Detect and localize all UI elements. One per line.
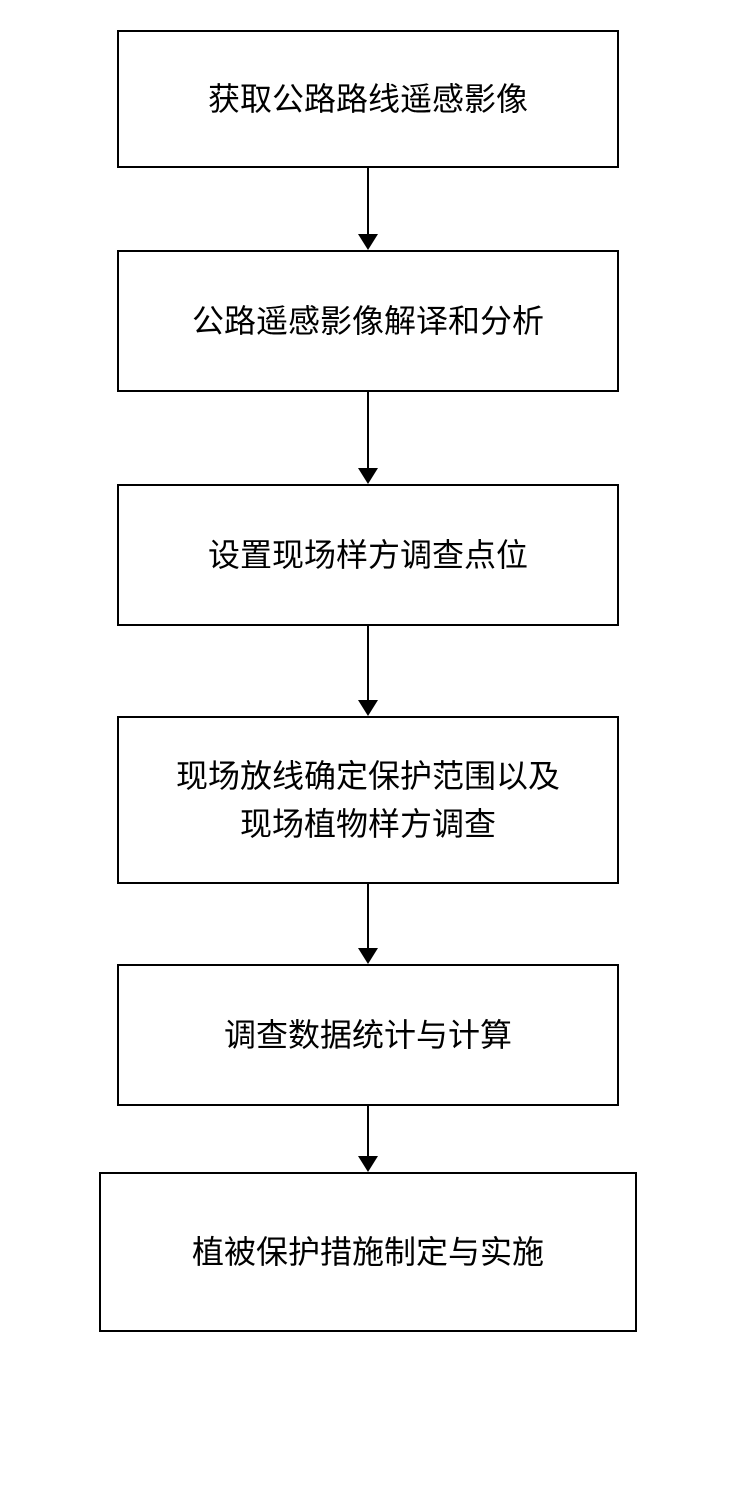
- node-label: 调查数据统计与计算: [224, 1011, 512, 1059]
- flowchart-arrow: [358, 1106, 378, 1172]
- arrow-down-icon: [358, 948, 378, 964]
- node-label: 获取公路路线遥感影像: [208, 75, 528, 123]
- flowchart-node-step5: 调查数据统计与计算: [117, 964, 619, 1106]
- flowchart-node-step3: 设置现场样方调查点位: [117, 484, 619, 626]
- node-label: 植被保护措施制定与实施: [192, 1228, 544, 1276]
- arrow-down-icon: [358, 700, 378, 716]
- flowchart-node-step6: 植被保护措施制定与实施: [99, 1172, 637, 1332]
- flowchart-node-step4: 现场放线确定保护范围以及 现场植物样方调查: [117, 716, 619, 884]
- arrow-down-icon: [358, 468, 378, 484]
- arrow-line: [367, 1106, 369, 1156]
- arrow-line: [367, 626, 369, 700]
- flowchart-arrow: [358, 392, 378, 484]
- arrow-line: [367, 168, 369, 234]
- node-label: 设置现场样方调查点位: [208, 531, 528, 579]
- flowchart-container: 获取公路路线遥感影像 公路遥感影像解译和分析 设置现场样方调查点位 现场放线确定…: [0, 0, 736, 1332]
- arrow-line: [367, 884, 369, 948]
- flowchart-arrow: [358, 884, 378, 964]
- node-label: 公路遥感影像解译和分析: [192, 297, 544, 345]
- arrow-line: [367, 392, 369, 468]
- flowchart-node-step1: 获取公路路线遥感影像: [117, 30, 619, 168]
- node-label: 现场放线确定保护范围以及 现场植物样方调查: [176, 752, 560, 848]
- flowchart-node-step2: 公路遥感影像解译和分析: [117, 250, 619, 392]
- flowchart-arrow: [358, 168, 378, 250]
- arrow-down-icon: [358, 234, 378, 250]
- flowchart-arrow: [358, 626, 378, 716]
- arrow-down-icon: [358, 1156, 378, 1172]
